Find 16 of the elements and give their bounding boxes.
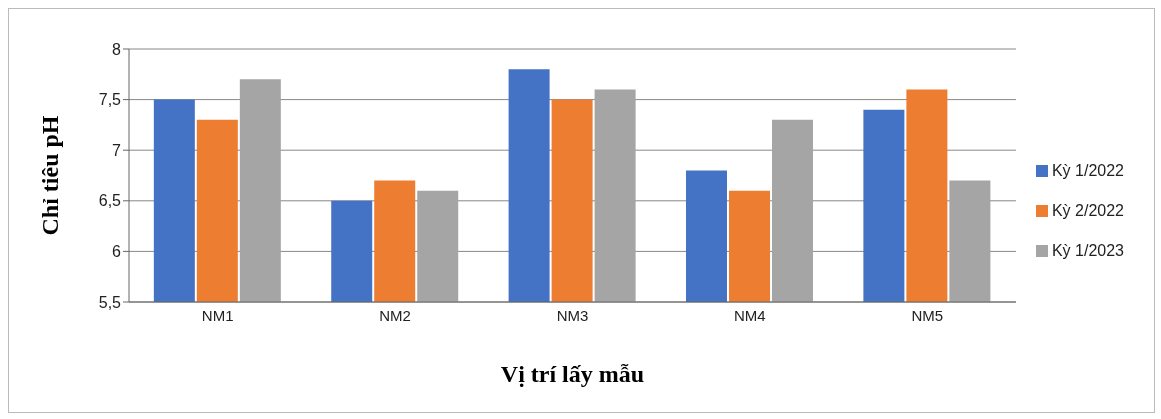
y-tick-label: 6 <box>112 243 122 261</box>
y-tick-label: 6,5 <box>98 192 122 210</box>
x-tick-label: NM1 <box>201 306 234 324</box>
x-tick-label: NM5 <box>911 306 944 324</box>
y-tick-label: 7 <box>112 141 122 159</box>
x-tick-label: NM4 <box>734 306 766 324</box>
y-tick-label: 5,5 <box>98 293 122 311</box>
legend-label: Kỳ 2/2022 <box>1051 201 1124 219</box>
legend-label: Kỳ 1/2022 <box>1051 161 1124 179</box>
y-tick-label: 8 <box>112 40 122 58</box>
x-tick-label: NM3 <box>556 306 589 324</box>
x-tick-label: NM2 <box>379 306 411 324</box>
y-axis-title: Chỉ tiêu pH <box>36 115 63 236</box>
legend-label: Kỳ 1/2023 <box>1051 241 1124 259</box>
y-tick-label: 7,5 <box>98 91 122 109</box>
x-axis-title: Vị trí lấy mẫu <box>500 361 645 387</box>
